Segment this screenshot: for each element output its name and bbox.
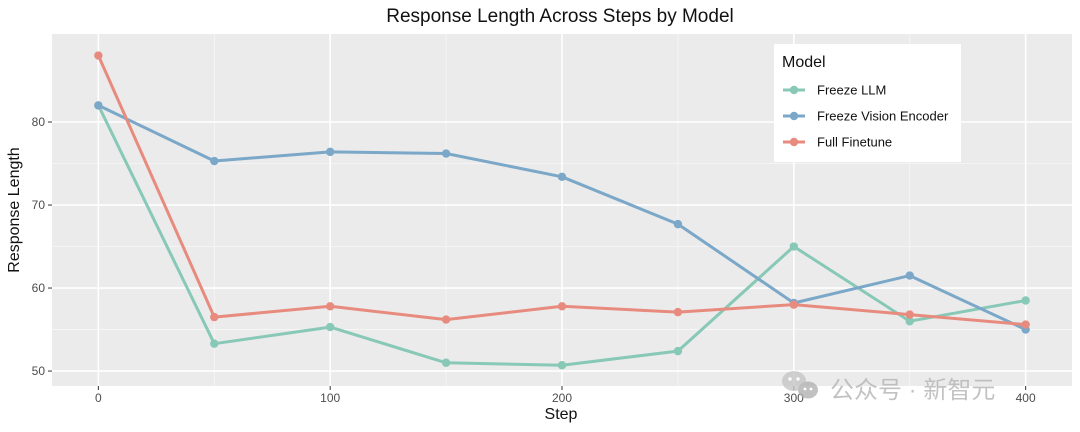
- y-tick-label: 80: [32, 115, 46, 129]
- data-point: [557, 361, 567, 370]
- wechat-icon: [782, 371, 818, 399]
- legend-item: Freeze LLM: [783, 83, 886, 98]
- y-tick-label: 70: [32, 198, 46, 212]
- y-axis: 50 60 70 80: [32, 115, 52, 378]
- data-point: [557, 172, 567, 181]
- data-point: [673, 219, 683, 229]
- data-point: [1021, 320, 1030, 329]
- y-axis-title: Response Length: [6, 147, 23, 272]
- x-tick-label: 100: [320, 391, 340, 405]
- x-tick-label: 0: [95, 391, 102, 405]
- data-point: [441, 149, 451, 158]
- data-point: [673, 346, 683, 356]
- data-point: [94, 101, 103, 110]
- legend-item: Freeze Vision Encoder: [783, 109, 949, 124]
- legend-label: Full Finetune: [817, 135, 892, 150]
- legend: Model Freeze LLM Freeze Vision Encoder Ful…: [774, 44, 961, 162]
- data-point: [905, 317, 914, 326]
- legend-key-point: [789, 137, 799, 147]
- data-point: [1021, 296, 1030, 305]
- data-point: [905, 271, 914, 280]
- legend-label: Freeze LLM: [817, 83, 886, 98]
- series-freeze-llm: [94, 101, 1030, 370]
- data-point: [210, 312, 219, 322]
- legend-label: Freeze Vision Encoder: [817, 109, 949, 124]
- series-freeze-vision-encoder: [94, 101, 1030, 334]
- x-tick-label: 300: [784, 391, 804, 405]
- data-point: [94, 51, 103, 60]
- data-point: [325, 322, 335, 332]
- series-group: [94, 51, 1030, 370]
- series-full-finetune: [94, 51, 1030, 329]
- legend-title: Model: [782, 54, 826, 71]
- x-axis-title: Step: [545, 406, 578, 423]
- data-point: [673, 307, 683, 317]
- y-tick-label: 50: [32, 364, 46, 378]
- data-point: [905, 310, 914, 319]
- legend-items: Freeze LLM Freeze Vision Encoder Full Fine…: [783, 83, 949, 150]
- x-axis: 0 100 200 300 400: [95, 386, 1036, 405]
- legend-item: Full Finetune: [783, 135, 892, 150]
- data-point: [441, 315, 451, 324]
- watermark: 公众号 · 新智元: [782, 371, 995, 404]
- data-point: [789, 242, 799, 251]
- legend-box: [774, 44, 961, 162]
- legend-key-point: [789, 85, 799, 95]
- data-point: [789, 300, 799, 309]
- legend-key-point: [789, 111, 799, 121]
- x-tick-label: 200: [552, 391, 572, 405]
- data-point: [210, 156, 219, 166]
- data-point: [325, 147, 335, 157]
- data-point: [210, 339, 219, 348]
- chart-title: Response Length Across Steps by Model: [386, 6, 733, 27]
- data-point: [441, 358, 451, 367]
- data-point: [557, 302, 567, 311]
- y-tick-label: 60: [32, 281, 46, 295]
- data-point: [325, 302, 335, 311]
- x-tick-label: 400: [1016, 391, 1036, 405]
- watermark-text: 公众号 · 新智元: [830, 377, 995, 404]
